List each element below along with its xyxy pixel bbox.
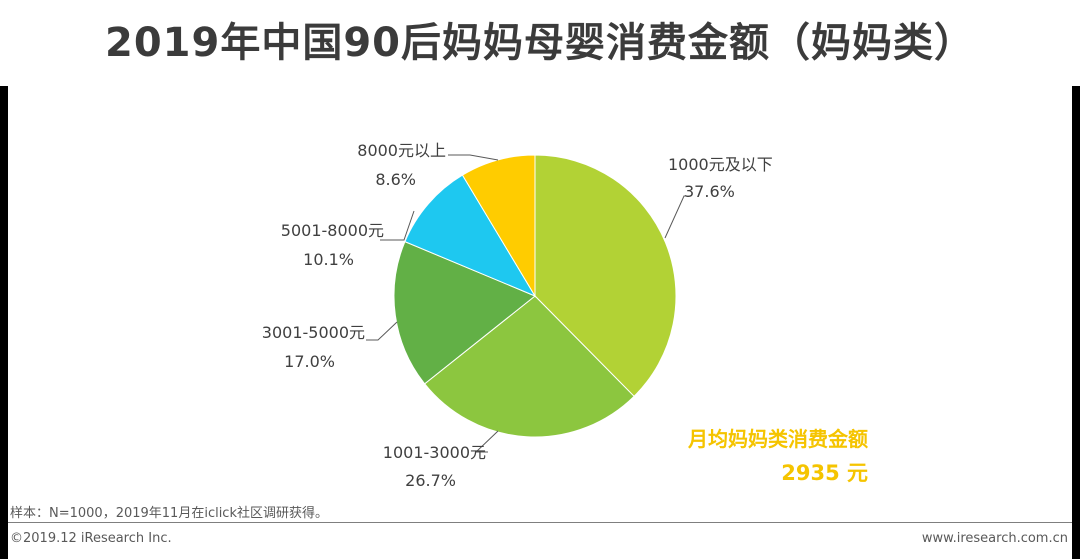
slice-label: 1000元及以下: [668, 155, 773, 174]
page-title: 2019年中国90后妈妈母婴消费金额（妈妈类）: [105, 20, 975, 66]
slice-value-label: 17.0%: [284, 352, 335, 371]
summary-label: 月均妈妈类消费金额: [688, 427, 868, 451]
slice-label: 5001-8000元: [281, 221, 384, 240]
summary-block: 月均妈妈类消费金额 2935 元: [688, 422, 868, 490]
website-url: www.iresearch.com.cn: [921, 531, 1068, 546]
left-frame-bar: [0, 86, 8, 559]
source-note: 样本：N=1000，2019年11月在iclick社区调研获得。: [10, 506, 328, 521]
footer-divider: [8, 522, 1072, 523]
slice-value-label: 26.7%: [405, 471, 456, 490]
slice-value-label: 8.6%: [375, 170, 416, 189]
pie-slice: [393, 240, 536, 385]
pie-slice: [534, 154, 677, 398]
leader-line: [664, 195, 686, 239]
leader-line: [474, 430, 499, 453]
copyright-text: ©2019.12 iResearch Inc.: [10, 531, 172, 546]
leader-line: [380, 210, 415, 241]
leader-line: [448, 154, 499, 161]
slice-label: 8000元以上: [357, 141, 446, 160]
pie-slice: [404, 174, 537, 298]
slice-label: 3001-5000元: [262, 323, 365, 342]
slice-value-label: 37.6%: [684, 182, 735, 201]
title-band: [0, 0, 1080, 86]
pie-slice: [423, 295, 635, 438]
slice-label: 1001-3000元: [383, 443, 486, 462]
summary-amount: 2935 元: [781, 461, 868, 485]
right-frame-bar: [1072, 86, 1080, 559]
leader-line: [366, 321, 398, 341]
slice-value-label: 10.1%: [303, 250, 354, 269]
